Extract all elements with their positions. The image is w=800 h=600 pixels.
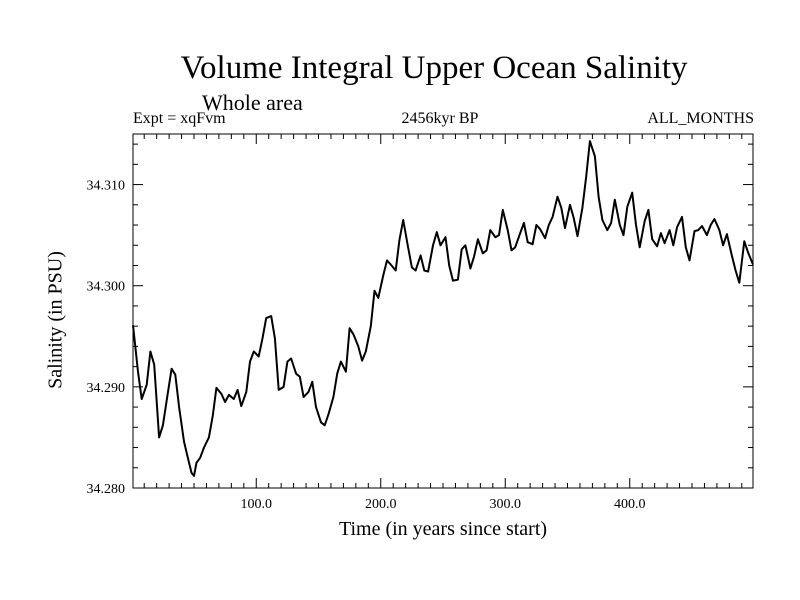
experiment-label: Expt = xqFvm [133,110,226,127]
y-tick-label: 34.290 [87,381,126,396]
y-tick-label: 34.300 [87,280,126,295]
chart-subtitle: Whole area [202,90,303,115]
y-axis-label: Salinity (in PSU) [44,251,67,389]
chart-title: Volume Integral Upper Ocean Salinity [180,50,688,86]
salinity-series-line [132,140,754,477]
x-tick-label: 100.0 [241,497,273,512]
months-label: ALL_MONTHS [647,110,754,127]
x-tick-label: 300.0 [489,497,521,512]
x-tick-label: 400.0 [614,497,646,512]
y-tick-label: 34.280 [87,482,126,497]
period-label: 2456kyr BP [401,110,479,127]
y-tick-label: 34.310 [87,179,126,194]
x-tick-label: 200.0 [365,497,397,512]
plot-frame [132,133,754,489]
x-axis-label: Time (in years since start) [338,518,548,540]
